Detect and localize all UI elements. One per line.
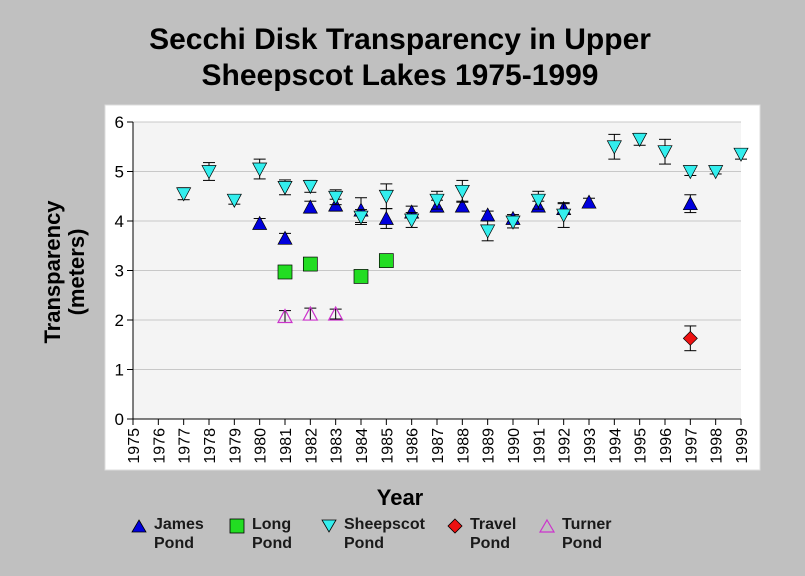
y-tick-label-0: 0 <box>115 410 124 429</box>
legend-marker-james-pond <box>131 519 147 533</box>
legend-label-long-line-2: Pond <box>252 535 292 552</box>
point-long-pond-1981 <box>277 264 293 280</box>
point-sheepscot-pond-1995 <box>632 132 648 148</box>
legend-label-travel-line-1: Travel <box>470 516 517 533</box>
point-sheepscot-pond-1994 <box>606 140 622 155</box>
legend-marker-travel-pond <box>447 518 463 534</box>
legend-label-sheepscot-line-1: Sheepscot <box>344 516 425 533</box>
x-tick-label-1988: 1988 <box>455 428 472 464</box>
y-tick-label-4: 4 <box>115 212 124 231</box>
point-sheepscot-pond-1992 <box>556 208 572 223</box>
legend-label-travel-line-2: Pond <box>470 535 510 552</box>
x-tick-label-1996: 1996 <box>658 428 675 464</box>
x-tick-label-1985: 1985 <box>379 428 396 464</box>
x-tick-label-1984: 1984 <box>354 428 371 464</box>
point-james-pond-1982 <box>302 199 318 214</box>
x-tick-label-1982: 1982 <box>303 428 320 464</box>
x-tick-labels: 1975 1976 1977 1978 1979 1980 1981 1982 1983 1984… <box>126 428 751 464</box>
point-turner-pond-1982 <box>302 305 319 321</box>
y-tick-labels: 0 1 2 3 4 5 6 <box>115 113 124 429</box>
point-turner-pond-1983 <box>327 305 344 321</box>
x-tick-label-1994: 1994 <box>607 428 624 464</box>
x-tick-label-1987: 1987 <box>430 428 447 464</box>
axes <box>127 121 742 425</box>
legend-label-long-line-1: Long <box>252 516 292 533</box>
legend-marker-turner-pond <box>538 518 556 533</box>
x-tick-label-1975: 1975 <box>126 428 143 464</box>
x-tick-label-1999: 1999 <box>734 428 751 464</box>
chart-title-line-1: Secchi Disk Transparency in Upper <box>149 23 651 56</box>
y-axis-label: Transparency (meters) <box>20 182 110 362</box>
point-sheepscot-pond-1987 <box>429 193 445 208</box>
point-james-pond-1980 <box>252 215 268 230</box>
point-sheepscot-pond-1991 <box>530 193 546 208</box>
legend: James Pond Long Pond Sheepscot Pond Trav… <box>130 515 650 555</box>
point-sheepscot-pond-1999 <box>733 147 749 162</box>
y-axis-label-line-2: (meters) <box>64 228 89 316</box>
x-tick-label-1989: 1989 <box>481 428 498 464</box>
x-tick-label-1983: 1983 <box>329 428 346 464</box>
y-tick-label-1: 1 <box>115 361 124 380</box>
point-sheepscot-pond-1989 <box>480 224 496 239</box>
y-tick-label-6: 6 <box>115 113 124 132</box>
point-james-pond-1981 <box>277 230 293 245</box>
x-tick-label-1977: 1977 <box>177 428 194 464</box>
legend-label-turner-line-1: Turner <box>562 516 612 533</box>
point-long-pond-1985 <box>378 253 394 268</box>
point-sheepscot-pond-1978 <box>201 165 217 180</box>
x-tick-label-1998: 1998 <box>709 428 726 464</box>
point-sheepscot-pond-1996 <box>657 145 673 160</box>
x-tick-label-1993: 1993 <box>582 428 599 464</box>
x-tick-label-1981: 1981 <box>278 428 295 464</box>
point-sheepscot-pond-1980 <box>252 162 268 177</box>
point-turner-pond-1981 <box>276 308 294 324</box>
point-james-pond-1993 <box>581 194 597 209</box>
x-tick-label-1979: 1979 <box>227 428 244 464</box>
point-long-pond-1984 <box>353 269 369 284</box>
legend-marker-long-pond <box>229 518 245 534</box>
chart-title: Secchi Disk Transparency in Upper Sheeps… <box>80 22 720 94</box>
x-tick-label-1978: 1978 <box>202 428 219 464</box>
legend-label-sheepscot-line-2: Pond <box>344 535 384 552</box>
x-tick-label-1997: 1997 <box>683 428 700 464</box>
data-marks <box>176 132 749 352</box>
x-tick-label-1990: 1990 <box>506 428 523 464</box>
x-axis-label: Year <box>376 485 424 510</box>
x-tick-label-1976: 1976 <box>151 428 168 464</box>
point-sheepscot-pond-1986 <box>404 213 420 228</box>
x-tick-label-1995: 1995 <box>633 428 650 464</box>
point-sheepscot-pond-1982 <box>302 180 318 195</box>
chart-title-line-2: Sheepscot Lakes 1975-1999 <box>201 59 599 92</box>
legend-marker-sheepscot-pond <box>321 519 337 533</box>
y-tick-label-3: 3 <box>115 262 124 281</box>
point-sheepscot-pond-1985 <box>378 189 394 204</box>
point-sheepscot-pond-1983 <box>328 190 344 205</box>
point-sheepscot-pond-1988 <box>454 184 470 200</box>
point-james-pond-1997 <box>682 195 698 211</box>
point-sheepscot-pond-1979 <box>226 193 242 208</box>
point-sheepscot-pond-1990 <box>505 215 521 230</box>
point-sheepscot-pond-1981 <box>277 180 293 196</box>
point-sheepscot-pond-1997 <box>682 165 698 180</box>
y-tick-label-2: 2 <box>115 311 124 330</box>
point-long-pond-1982 <box>302 256 318 272</box>
point-sheepscot-pond-1977 <box>176 187 192 202</box>
point-sheepscot-pond-1998 <box>708 165 724 180</box>
y-tick-label-5: 5 <box>115 163 124 182</box>
x-tick-label-1992: 1992 <box>557 428 574 464</box>
point-travel-pond-1997 <box>682 330 698 346</box>
point-james-pond-1985 <box>378 210 394 225</box>
point-sheepscot-pond-1984 <box>353 210 369 225</box>
point-james-pond-1988 <box>454 198 470 213</box>
x-tick-label-1991: 1991 <box>531 428 548 464</box>
x-tick-label-1986: 1986 <box>405 428 422 464</box>
legend-label-james-line-2: Pond <box>154 535 194 552</box>
legend-label-james-line-1: James <box>154 516 204 533</box>
legend-label-turner-line-2: Pond <box>562 535 602 552</box>
x-tick-label-1980: 1980 <box>253 428 270 464</box>
y-axis-label-line-1: Transparency <box>40 200 65 344</box>
